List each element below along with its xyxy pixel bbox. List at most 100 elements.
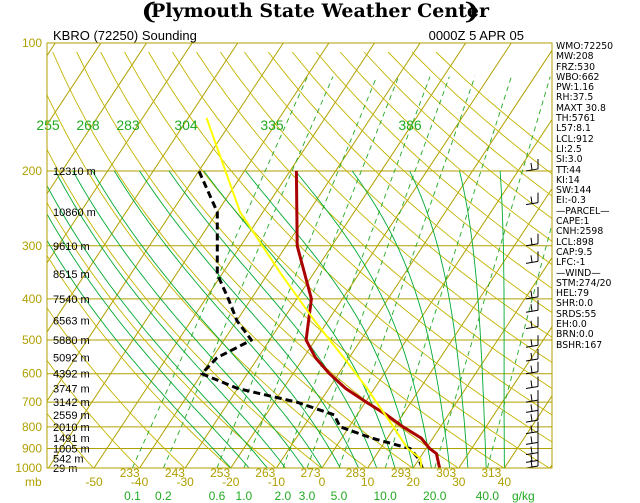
pressure-tick-label: 800 bbox=[22, 420, 42, 434]
temperature-tick-label: 30 bbox=[452, 475, 466, 489]
theta-e-tick-label: 335 bbox=[260, 117, 284, 133]
wind-barb-icon bbox=[530, 425, 533, 433]
dry-adiabat-line bbox=[100, 51, 505, 468]
parameter-item: LFC:-1 bbox=[556, 257, 586, 269]
temperature-tick-label: 40 bbox=[498, 475, 512, 489]
wind-barb-icon bbox=[530, 196, 533, 204]
temperature-tick-label: -50 bbox=[85, 475, 103, 489]
parameter-item: L57:8.1 bbox=[556, 123, 591, 135]
mixing-ratio-line bbox=[243, 76, 400, 468]
pressure-tick-label: 900 bbox=[22, 442, 42, 456]
parameter-item: FRZ:530 bbox=[556, 61, 596, 73]
height-label: 5880 m bbox=[53, 335, 90, 347]
dry-adiabat-line bbox=[47, 254, 231, 468]
pressure-unit-label: mb bbox=[25, 475, 42, 489]
theta-e-tick-label: 255 bbox=[36, 117, 60, 133]
dry-adiabat-line bbox=[172, 51, 552, 416]
parameter-item: PW:1.16 bbox=[556, 82, 595, 94]
theta-e-tick-label: 268 bbox=[76, 117, 100, 133]
height-label: 1005 m bbox=[53, 444, 90, 456]
mixing-ratio-line bbox=[486, 222, 552, 468]
dry-adiabat-line bbox=[220, 51, 552, 364]
pressure-tick-label: 400 bbox=[22, 292, 42, 306]
moist-adiabat-line bbox=[245, 170, 414, 468]
height-label: 8515 m bbox=[53, 269, 90, 281]
parameter-item: BSHR:167 bbox=[556, 339, 603, 351]
mixing-ratio-tick-label: 10.0 bbox=[373, 489, 397, 503]
temperature-tick-label: 10 bbox=[361, 475, 375, 489]
pressure-tick-label: 600 bbox=[22, 367, 42, 381]
mixing-ratio-tick-label: 0.1 bbox=[124, 489, 141, 503]
isotherm-line bbox=[47, 43, 239, 333]
mixing-ratio-line bbox=[306, 76, 450, 468]
dry-adiabat-line bbox=[52, 51, 414, 468]
parameter-item: STM:274/20 bbox=[556, 277, 612, 289]
wind-barb-icon bbox=[530, 446, 533, 454]
dry-adiabat-line bbox=[339, 51, 552, 242]
dry-adiabat-line bbox=[196, 51, 552, 389]
isotherm-line bbox=[184, 43, 467, 468]
wind-barb-icon bbox=[530, 162, 533, 171]
isotherm-line bbox=[139, 43, 421, 468]
moist-adiabat-line bbox=[409, 170, 469, 468]
wind-barb-icon bbox=[530, 320, 533, 328]
isotherm-line bbox=[47, 43, 102, 126]
wind-barb-icon bbox=[530, 352, 533, 361]
theta-e-tick-label: 386 bbox=[398, 117, 422, 133]
parameter-item: TT:44 bbox=[556, 164, 582, 176]
mixing-ratio-tick-label: 1.0 bbox=[236, 489, 253, 503]
wind-barb-icon bbox=[530, 459, 533, 468]
theta-tick-label: 283 bbox=[346, 466, 366, 480]
moist-adiabat-line bbox=[47, 239, 232, 468]
mixing-ratio-tick-label: 2.0 bbox=[275, 489, 292, 503]
parameter-item: SHR:0.0 bbox=[556, 298, 593, 310]
mixing-ratio-unit-label: g/kg bbox=[512, 489, 535, 503]
header: ❨ Plymouth State Weather Center ❩ bbox=[0, 0, 640, 26]
theta-e-tick-label: 283 bbox=[116, 117, 140, 133]
pressure-tick-label: 500 bbox=[22, 333, 42, 347]
flag-left-icon: ❨ bbox=[140, 0, 159, 25]
theta-tick-label: 303 bbox=[436, 466, 456, 480]
dry-adiabat-line bbox=[47, 359, 140, 468]
wind-barb-icon bbox=[530, 380, 533, 388]
moist-adiabat-line bbox=[139, 170, 359, 468]
parameter-item: CNH:2598 bbox=[556, 226, 604, 238]
plot-frame bbox=[46, 42, 553, 469]
parameter-item: HEL:79 bbox=[556, 288, 590, 300]
page-title: Plymouth State Weather Center bbox=[150, 0, 490, 22]
temperature-tick-label: -20 bbox=[222, 475, 240, 489]
theta-tick-label: 313 bbox=[481, 466, 501, 480]
height-label: 9610 m bbox=[53, 241, 90, 253]
parameter-item: CAPE:1 bbox=[556, 216, 590, 228]
mixing-ratio-tick-label: 40.0 bbox=[476, 489, 500, 503]
moist-adiabat-line bbox=[113, 170, 341, 468]
theta-e-tick-label: 304 bbox=[174, 117, 198, 133]
isotherm-line bbox=[93, 43, 375, 468]
flag-right-icon: ❩ bbox=[462, 0, 481, 25]
temperature-tick-label: 20 bbox=[407, 475, 421, 489]
height-label: 4392 m bbox=[53, 369, 90, 381]
wind-barb-icon bbox=[530, 394, 533, 402]
parameter-item: TH:5761 bbox=[556, 113, 596, 125]
mixing-ratio-line bbox=[162, 76, 334, 468]
parameter-item: LCL:912 bbox=[556, 133, 594, 145]
theta-tick-label: 233 bbox=[120, 466, 140, 480]
dry-adiabat-line bbox=[148, 51, 552, 443]
isotherm-line bbox=[503, 394, 552, 468]
parameter-item: LCL:898 bbox=[556, 236, 594, 248]
wind-barb-icon bbox=[530, 454, 533, 462]
moist-adiabat-line bbox=[459, 170, 487, 468]
height-label: 2559 m bbox=[53, 410, 90, 422]
mixing-ratio-tick-label: 3.0 bbox=[299, 489, 316, 503]
parameter-item: KI:14 bbox=[556, 174, 580, 186]
parameter-item: SW:144 bbox=[556, 185, 592, 197]
parameter-item: WBO:662 bbox=[556, 71, 600, 83]
moist-adiabat-line bbox=[47, 184, 268, 468]
wind-barb-icon bbox=[530, 436, 533, 444]
isotherm-line bbox=[47, 43, 193, 264]
height-label: 5092 m bbox=[53, 353, 90, 365]
parameter-item: MAXT 30.8 bbox=[556, 102, 606, 114]
isotherm-line bbox=[0, 43, 10, 468]
isotherm-line bbox=[275, 49, 552, 468]
theta-tick-label: 273 bbox=[301, 466, 321, 480]
